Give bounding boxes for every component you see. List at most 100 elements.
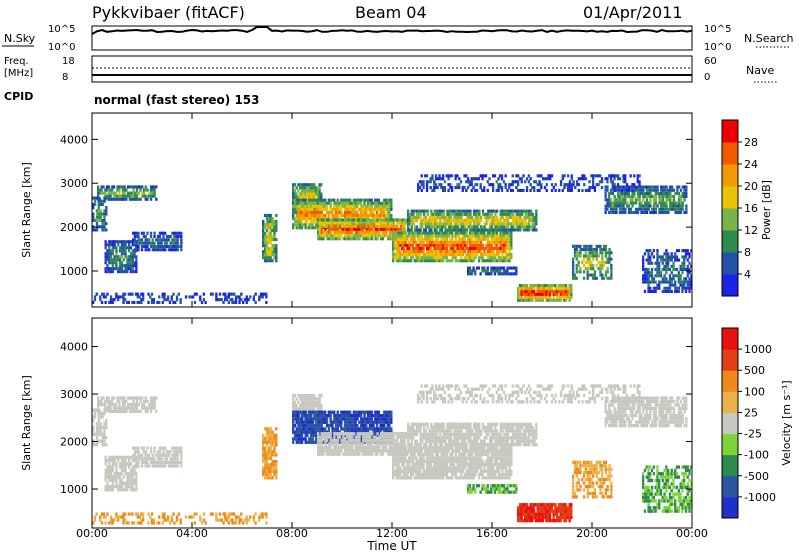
power-cell <box>640 185 643 189</box>
power-cell <box>543 186 547 190</box>
power-cell <box>504 209 508 213</box>
power-cell <box>454 237 457 241</box>
power-cell <box>116 188 119 192</box>
power-cell <box>559 287 562 291</box>
velocity-cell <box>144 396 147 400</box>
velocity-cell <box>265 430 269 434</box>
power-cell <box>347 230 350 234</box>
power-cell <box>231 298 234 302</box>
power-cell <box>131 249 134 253</box>
power-cell <box>105 194 109 198</box>
power-cell <box>642 264 645 268</box>
power-cell <box>311 198 314 202</box>
velocity-cell <box>104 462 107 466</box>
power-cell <box>435 209 438 213</box>
power-cell <box>349 218 352 222</box>
power-cell <box>397 253 400 257</box>
power-cell <box>104 194 107 198</box>
power-cell <box>510 243 513 247</box>
velocity-cell <box>146 409 149 413</box>
power-cell <box>665 204 668 208</box>
power-cell <box>474 183 477 187</box>
power-cell <box>313 201 316 205</box>
power-cell <box>293 207 297 211</box>
power-cell <box>448 219 451 223</box>
velocity-cell <box>111 488 114 492</box>
power-cell <box>460 215 463 219</box>
velocity-cell <box>293 430 297 434</box>
power-cell <box>487 215 490 219</box>
freq-left-tick-bottom: 8 <box>62 72 68 83</box>
power-cell <box>130 191 133 195</box>
power-cell <box>352 207 355 211</box>
velocity-cell <box>160 446 163 450</box>
power-cell <box>393 234 397 238</box>
velocity-cell <box>300 394 304 398</box>
power-cell <box>318 201 322 205</box>
power-cell <box>584 248 587 252</box>
power-cell <box>444 219 447 223</box>
power-cell <box>124 240 127 244</box>
power-cell <box>549 174 552 178</box>
noise-left-tick-bottom: 10^0 <box>48 42 75 53</box>
velocity-cell <box>269 430 272 434</box>
power-cell <box>640 201 643 205</box>
power-cell <box>109 267 113 271</box>
power-cell <box>299 223 302 227</box>
power-cell <box>683 185 686 189</box>
power-cell <box>406 256 409 260</box>
power-cell <box>118 188 121 192</box>
power-cell <box>469 212 472 216</box>
power-cell <box>684 289 688 293</box>
power-cell <box>647 286 650 290</box>
power-cell <box>672 201 675 205</box>
power-cell <box>451 237 454 241</box>
power-cell <box>125 188 128 192</box>
power-cell <box>390 204 393 208</box>
power-cell <box>369 234 372 238</box>
power-cell <box>313 220 316 224</box>
velocity-cell <box>93 515 97 519</box>
power-cell <box>315 220 318 224</box>
power-cell <box>443 180 447 184</box>
power-cell <box>518 287 522 291</box>
power-cell <box>390 230 394 234</box>
power-cell <box>615 207 618 211</box>
power-cell <box>485 253 488 257</box>
power-cell <box>479 231 483 235</box>
velocity-cell <box>149 406 153 410</box>
power-cell <box>488 231 491 235</box>
power-cell <box>627 195 631 199</box>
power-cell <box>527 292 530 296</box>
power-cell <box>395 243 398 247</box>
velocity-cell <box>313 407 316 411</box>
power-cell <box>368 210 372 214</box>
velocity-cell <box>141 406 144 410</box>
velocity-cell <box>99 425 102 429</box>
velocity-cell <box>100 403 103 407</box>
power-cell <box>526 222 529 226</box>
power-cell <box>448 225 451 229</box>
power-cell <box>670 264 673 268</box>
power-cell <box>131 252 134 256</box>
power-cell <box>109 261 113 265</box>
velocity-cell <box>167 464 170 468</box>
power-cell <box>157 241 160 245</box>
y-tick-label: 1000 <box>60 265 88 278</box>
power-cell <box>413 253 416 257</box>
velocity-cell <box>299 433 302 438</box>
power-cell <box>606 180 609 184</box>
power-cell <box>524 215 527 219</box>
power-cell <box>528 212 531 216</box>
power-cell <box>606 267 609 271</box>
velocity-cell <box>151 460 154 465</box>
power-cell <box>535 209 538 213</box>
velocity-cell <box>108 478 111 482</box>
velocity-cell <box>243 518 247 522</box>
power-cell <box>263 250 267 254</box>
power-cell <box>465 256 468 260</box>
power-cell <box>417 209 420 213</box>
velocity-cell <box>138 515 141 519</box>
power-cell <box>425 183 429 187</box>
power-cell <box>354 224 358 228</box>
